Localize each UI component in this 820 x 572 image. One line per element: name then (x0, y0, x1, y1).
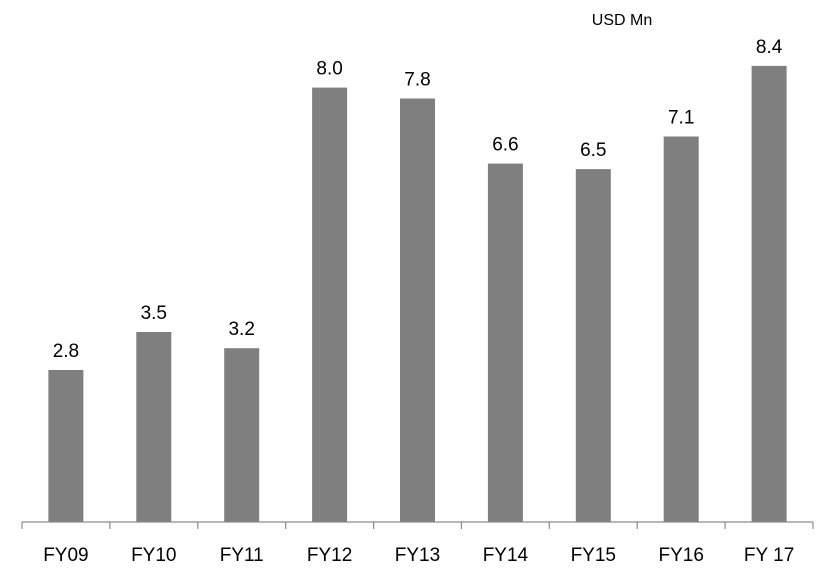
x-tick-label: FY10 (131, 545, 176, 566)
data-labels-group: 2.8 3.5 3.2 8.0 7.8 6.6 6.5 7.1 8.4 (53, 37, 783, 362)
x-tick-label: FY16 (658, 545, 703, 566)
data-label: 7.8 (404, 70, 430, 91)
x-tick-label: FY14 (483, 545, 529, 566)
x-tick-label: FY 17 (744, 545, 794, 566)
x-tick-label: FY11 (220, 545, 264, 566)
bar-fy12 (312, 87, 348, 522)
x-tick-label: FY12 (307, 545, 352, 566)
bar-fy09 (48, 370, 84, 522)
bar-fy16 (663, 136, 699, 522)
data-label: 6.5 (580, 140, 606, 161)
bar-fy11 (224, 348, 260, 522)
x-tick-label: FY13 (395, 545, 440, 566)
unit-label: USD Mn (592, 12, 652, 29)
bar-fy13 (400, 98, 435, 522)
x-tick-label: FY15 (571, 545, 616, 566)
data-label: 3.5 (141, 303, 167, 324)
data-label: 6.6 (492, 135, 518, 156)
data-label: 2.8 (53, 341, 79, 362)
x-tick-label: FY09 (43, 545, 88, 566)
data-label: 3.2 (228, 319, 254, 340)
bar-fy17 (751, 65, 787, 523)
bar-fy10 (136, 332, 172, 522)
x-axis-ticks (21, 522, 814, 529)
bars-group (48, 65, 787, 523)
data-label: 7.1 (668, 108, 694, 129)
bar-fy14 (487, 163, 523, 522)
bar-fy15 (575, 169, 611, 522)
x-axis-tick-labels: FY09 FY10 FY11 FY12 FY13 FY14 FY15 FY16 FY 17 (43, 545, 794, 566)
data-label: 8.4 (756, 37, 783, 58)
data-label: 8.0 (316, 59, 342, 80)
